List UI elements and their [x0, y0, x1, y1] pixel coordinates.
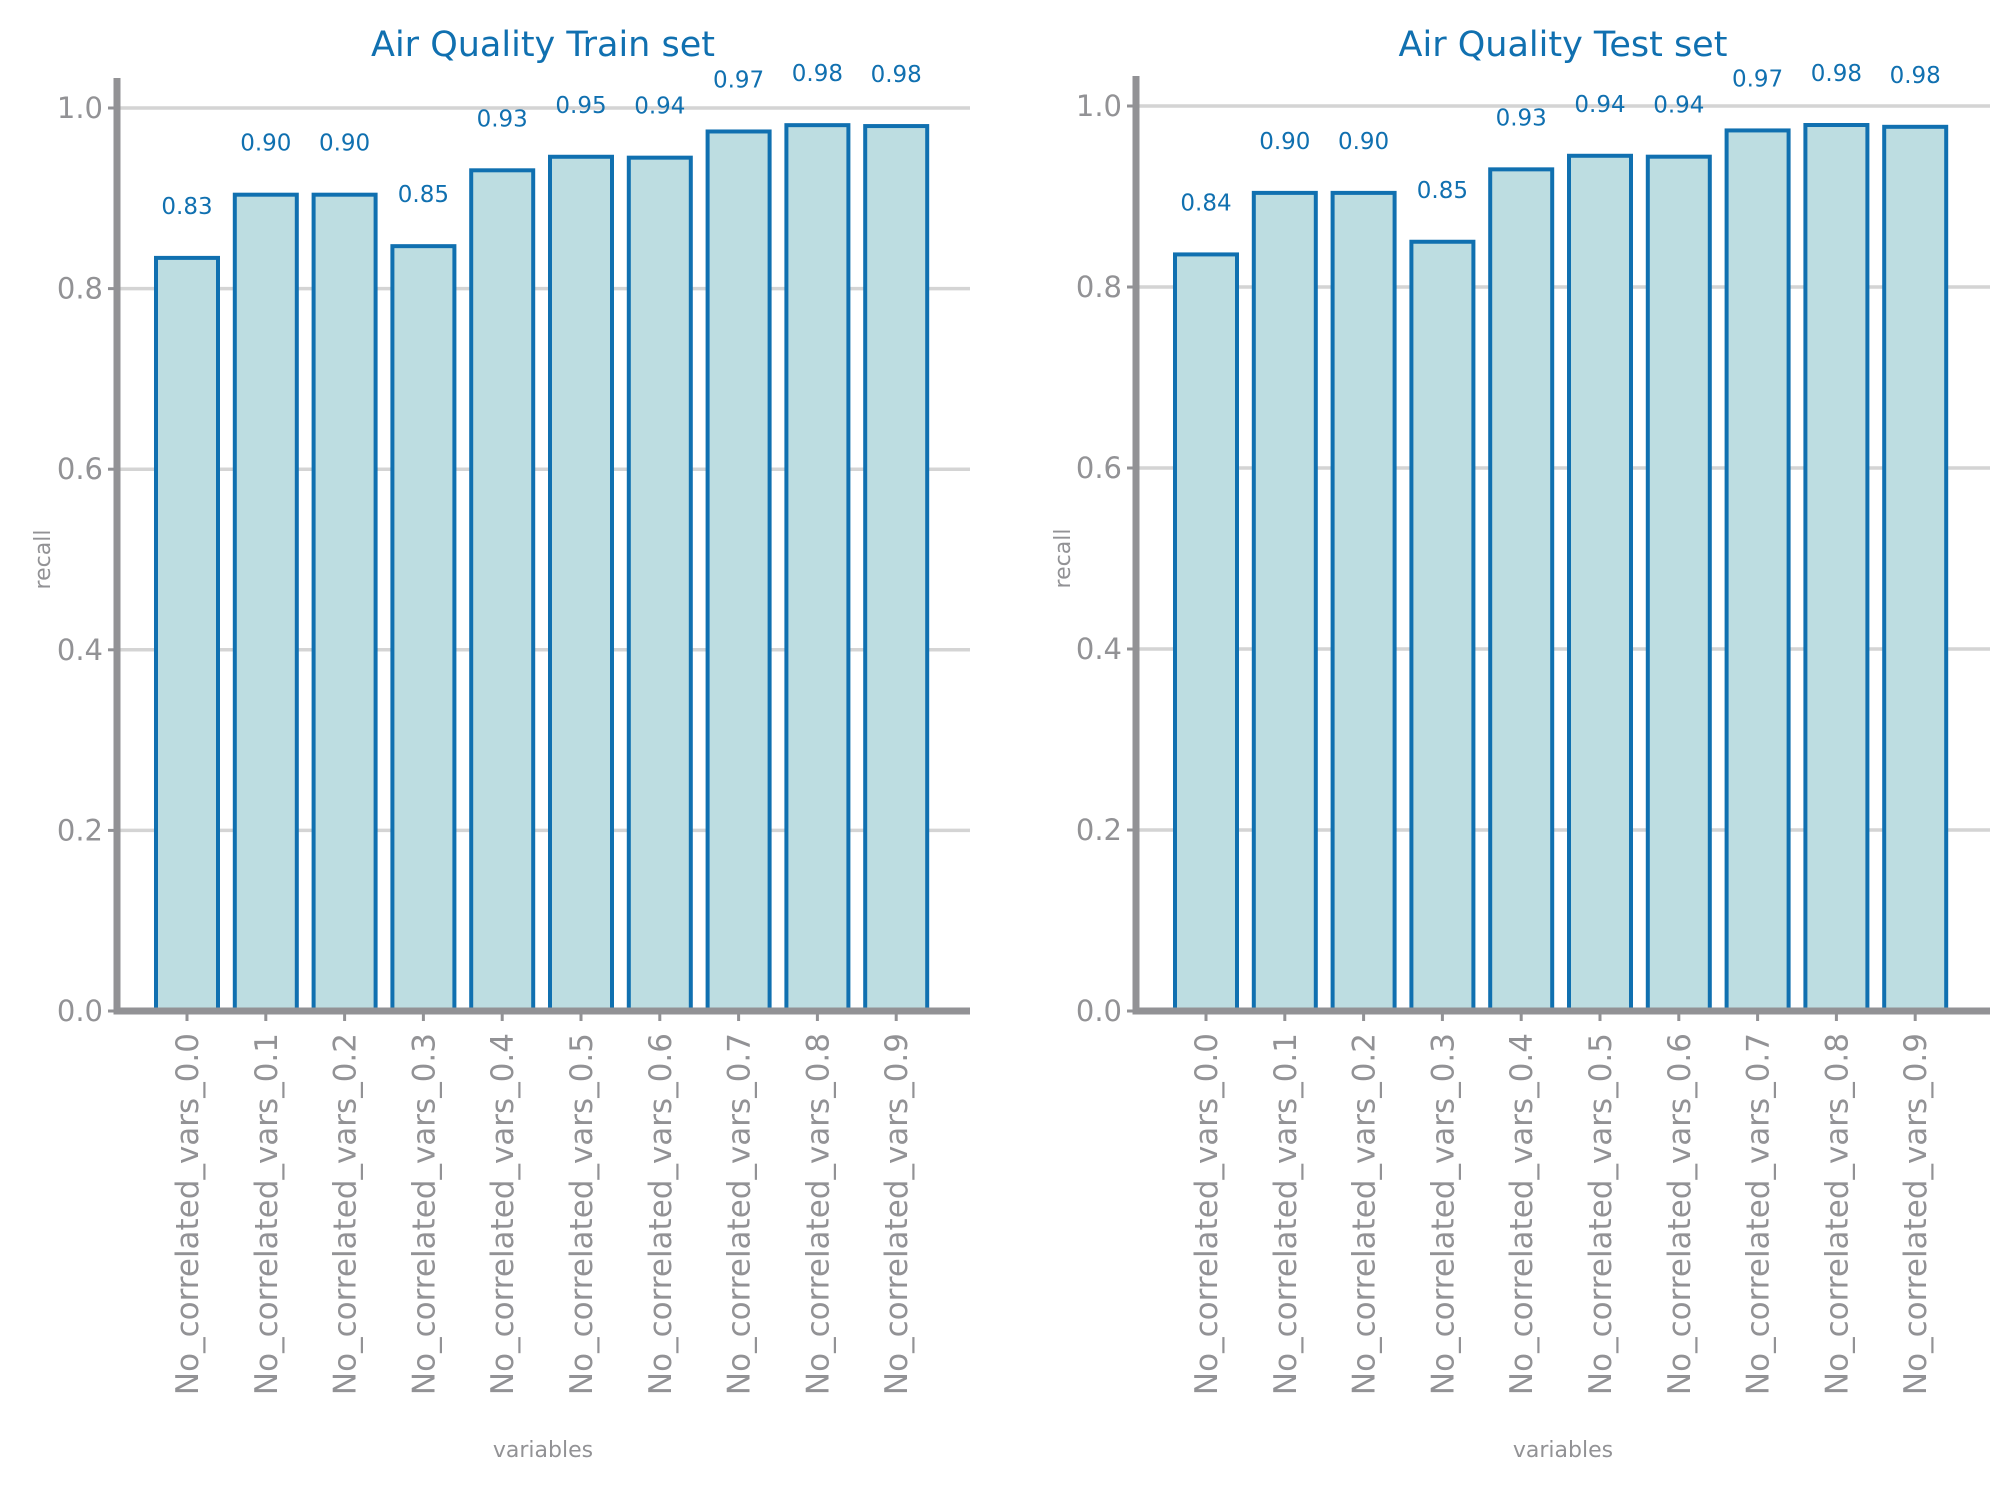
bar [154, 255, 220, 1013]
x-tick-label: No_correlated_vars_0.1 [1268, 1033, 1304, 1395]
x-tick-label: No_correlated_vars_0.5 [564, 1033, 600, 1395]
bar [1724, 128, 1791, 1013]
x-tick-label: No_correlated_vars_0.5 [1583, 1033, 1619, 1395]
data-label: 0.93 [1496, 105, 1547, 131]
bar [390, 244, 457, 1013]
x-tick-label: No_correlated_vars_0.3 [406, 1033, 442, 1395]
bar [863, 124, 930, 1013]
data-label: 0.98 [1811, 61, 1862, 87]
x-tick-label: No_correlated_vars_0.7 [722, 1033, 758, 1395]
bar [1645, 154, 1712, 1013]
x-axis-label: variables [1513, 1438, 1613, 1463]
bar [784, 123, 851, 1014]
bar [626, 155, 693, 1014]
bar [1803, 123, 1870, 1013]
bar [1173, 252, 1239, 1014]
data-label: 0.90 [240, 131, 291, 157]
y-tick-label: 1.0 [57, 91, 103, 125]
x-tick-label: No_correlated_vars_0.3 [1425, 1033, 1461, 1395]
x-tick-label: No_correlated_vars_0.2 [1347, 1033, 1383, 1395]
x-tick-label: No_correlated_vars_0.6 [643, 1033, 679, 1395]
data-label: 0.83 [161, 194, 212, 220]
x-tick-label: No_correlated_vars_0.0 [1189, 1033, 1225, 1395]
y-tick-label: 0.6 [1076, 451, 1122, 485]
data-label: 0.85 [1417, 178, 1468, 204]
chart-panel-0: 0.0 0.2 0.4 0.6 0.8 1.0 0.83 No_correlated_vars… [31, 25, 970, 1463]
y-tick-label: 0.2 [1076, 813, 1122, 847]
y-tick-label: 0.8 [57, 272, 103, 306]
y-axis-label: recall [31, 530, 56, 590]
chart-panel-1: 0.0 0.2 0.4 0.6 0.8 1.0 0.84 No_correlated_vars… [1051, 25, 1990, 1463]
x-tick-label: No_correlated_vars_0.9 [1898, 1033, 1934, 1395]
x-axis-label: variables [493, 1438, 593, 1463]
x-tick-label: No_correlated_vars_0.8 [1819, 1033, 1855, 1395]
bar [311, 192, 378, 1014]
data-label: 0.95 [555, 93, 606, 119]
data-label: 0.97 [1732, 66, 1783, 92]
y-tick-label: 0.8 [1076, 270, 1122, 304]
data-label: 0.97 [713, 67, 764, 93]
x-tick-label: No_correlated_vars_0.8 [800, 1033, 836, 1395]
y-tick-label: 0.2 [57, 813, 103, 847]
y-tick-label: 0.0 [57, 994, 103, 1028]
bar [705, 129, 772, 1013]
x-tick-label: No_correlated_vars_0.4 [485, 1033, 521, 1395]
x-tick-label: No_correlated_vars_0.2 [328, 1033, 364, 1395]
data-label: 0.98 [1890, 63, 1941, 89]
data-label: 0.98 [871, 62, 922, 88]
y-tick-label: 0.0 [1076, 994, 1122, 1028]
data-label: 0.84 [1180, 190, 1231, 216]
x-tick-label: No_correlated_vars_0.7 [1741, 1033, 1777, 1395]
chart-title: Air Quality Test set [1399, 25, 1728, 65]
bar [469, 168, 536, 1013]
data-label: 0.94 [1574, 92, 1625, 118]
data-label: 0.94 [634, 94, 685, 120]
bar [1251, 190, 1318, 1013]
data-label: 0.93 [477, 106, 528, 132]
bar [548, 154, 614, 1013]
bar [1567, 153, 1633, 1013]
data-label: 0.94 [1653, 93, 1704, 119]
y-tick-label: 0.4 [57, 633, 103, 667]
x-tick-label: No_correlated_vars_0.4 [1504, 1033, 1540, 1395]
data-label: 0.98 [792, 61, 843, 87]
bar [1330, 190, 1397, 1013]
x-tick-label: No_correlated_vars_0.9 [879, 1033, 915, 1395]
data-label: 0.90 [319, 131, 370, 157]
y-tick-label: 0.4 [1076, 632, 1122, 666]
data-label: 0.90 [1338, 129, 1389, 155]
bar [1882, 124, 1949, 1013]
bar [232, 192, 299, 1014]
y-tick-label: 0.6 [57, 452, 103, 486]
x-tick-label: No_correlated_vars_0.1 [249, 1033, 285, 1395]
chart-title: Air Quality Train set [371, 25, 715, 65]
y-tick-label: 1.0 [1076, 89, 1122, 123]
y-axis-label: recall [1051, 529, 1076, 589]
x-tick-label: No_correlated_vars_0.6 [1662, 1033, 1698, 1395]
x-tick-label: No_correlated_vars_0.0 [170, 1033, 206, 1395]
data-label: 0.85 [398, 182, 449, 208]
bar [1488, 167, 1555, 1014]
bar [1409, 239, 1476, 1013]
data-label: 0.90 [1259, 129, 1310, 155]
